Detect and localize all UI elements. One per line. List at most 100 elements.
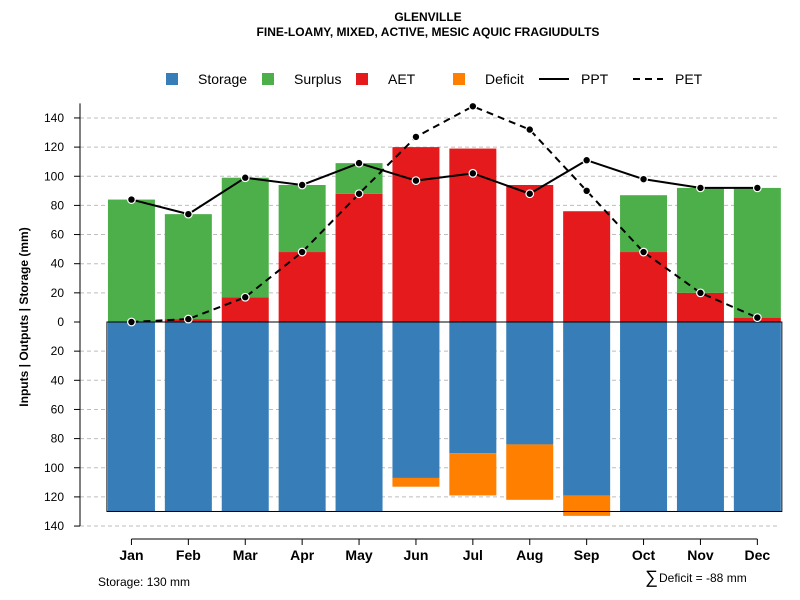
axes: 140 120 100 80 60 40 20 0 20 40 60 80 100 120 140 Jan Fe… <box>44 103 770 563</box>
deficit-note: Deficit = -88 mm <box>659 571 747 585</box>
y-tick-label: 60 <box>51 228 65 242</box>
ppt-point <box>752 183 762 193</box>
bar-deficit <box>449 453 497 496</box>
y-tick-label: 100 <box>44 169 64 183</box>
chart-subtitle: FINE-LOAMY, MIXED, ACTIVE, MESIC AQUIC F… <box>257 25 600 39</box>
y-tick-label: 60 <box>51 402 65 416</box>
legend-swatch-aet <box>356 73 368 85</box>
y-tick-label: 20 <box>51 344 65 358</box>
bar-aet <box>620 252 668 322</box>
ppt-point <box>639 174 648 184</box>
bar-storage <box>733 322 781 512</box>
x-tick-label: Apr <box>290 547 315 563</box>
y-tick-label: 40 <box>51 257 65 271</box>
pet-point <box>468 101 478 111</box>
legend-label-aet: AET <box>388 71 416 87</box>
x-tick-label: Jan <box>119 547 143 563</box>
bar-deficit <box>506 444 554 500</box>
bar-deficit <box>563 495 611 516</box>
pet-line <box>131 105 758 323</box>
y-tick-label: 140 <box>44 519 64 533</box>
bar-storage <box>164 322 212 512</box>
ppt-point <box>354 158 364 168</box>
ppt-line <box>131 159 758 216</box>
bar-aet <box>506 184 554 322</box>
x-tick-label: Feb <box>176 547 201 563</box>
pet-point <box>752 313 762 323</box>
bar-aet <box>676 292 724 322</box>
legend-label-surplus: Surplus <box>294 71 341 87</box>
ppt-point <box>240 173 250 183</box>
legend-label-deficit: Deficit <box>485 71 524 87</box>
storage-capacity-box <box>106 321 783 512</box>
pet-point <box>297 247 307 257</box>
y-axis-label: Inputs | Outputs | Storage (mm) <box>17 227 31 406</box>
x-tick-label: Oct <box>632 547 656 563</box>
ppt-point <box>468 168 478 178</box>
bar-storage <box>449 322 497 454</box>
bar-storage <box>676 322 724 512</box>
bar-storage <box>278 322 326 512</box>
bar-surplus <box>164 214 212 320</box>
legend-label-ppt: PPT <box>581 71 609 87</box>
bar-aet <box>335 193 383 322</box>
y-tick-label: 100 <box>44 461 64 475</box>
legend-swatch-deficit <box>453 73 465 85</box>
bar-storage <box>563 322 611 496</box>
pet-point <box>354 189 364 199</box>
x-tick-label: Jul <box>463 547 483 563</box>
bar-surplus <box>221 177 269 298</box>
pet-point <box>696 288 705 298</box>
x-tick-label: May <box>345 547 372 563</box>
bar-surplus <box>107 199 155 322</box>
chart-title: GLENVILLE <box>394 10 461 24</box>
legend-label-storage: Storage <box>198 71 247 87</box>
ppt-point <box>183 209 193 219</box>
bar-storage <box>335 322 383 512</box>
y-tick-label: 120 <box>44 140 64 154</box>
pet-point <box>127 317 136 327</box>
bar-surplus <box>620 195 668 253</box>
pet-point <box>639 247 648 257</box>
legend: Storage Surplus AET Deficit PPT PET <box>166 71 703 87</box>
bar-surplus <box>278 184 326 253</box>
pet-point <box>411 132 421 142</box>
storage-note: Storage: 130 mm <box>98 575 190 589</box>
bar-surplus <box>733 187 781 318</box>
bar-storage <box>221 322 269 512</box>
pet-point <box>582 186 592 196</box>
pet-point <box>183 314 193 324</box>
bar-storage <box>620 322 668 512</box>
bar-storage <box>107 322 155 512</box>
legend-swatch-storage <box>166 73 178 85</box>
x-tick-label: Jun <box>404 547 429 563</box>
bar-aet <box>278 252 326 322</box>
y-tick-label: 0 <box>57 315 64 329</box>
bar-aet <box>392 147 440 322</box>
y-tick-label: 20 <box>51 286 65 300</box>
y-tick-label: 80 <box>51 432 65 446</box>
y-tick-label: 80 <box>51 198 65 212</box>
legend-label-pet: PET <box>675 71 703 87</box>
ppt-point <box>297 180 307 190</box>
bar-aet <box>563 211 611 322</box>
x-tick-label: Dec <box>745 547 771 563</box>
y-tick-label: 40 <box>51 373 65 387</box>
y-tick-label: 120 <box>44 490 64 504</box>
ppt-point <box>696 183 705 193</box>
ppt-point <box>411 176 421 186</box>
pet-point <box>525 125 535 135</box>
x-tick-label: Aug <box>516 547 543 563</box>
ppt-point <box>525 189 535 199</box>
y-tick-label: 140 <box>44 111 64 125</box>
lines <box>127 101 762 327</box>
ppt-point <box>582 155 592 165</box>
pet-point <box>240 292 250 302</box>
ppt-point <box>127 195 136 204</box>
x-tick-label: Mar <box>233 547 258 563</box>
bar-storage <box>392 322 440 478</box>
bars <box>107 147 781 516</box>
bar-surplus <box>676 187 724 293</box>
legend-swatch-surplus <box>262 73 274 85</box>
